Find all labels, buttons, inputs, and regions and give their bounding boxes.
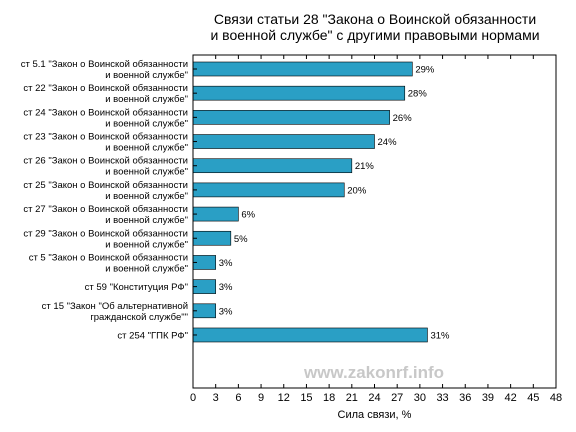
x-tick-label: 27 [391,392,403,404]
x-tick-label: 9 [258,392,264,404]
category-label: ст 29 "Закон о Воинской обязанности и вое… [23,228,188,250]
bar [192,85,406,101]
bar [192,327,428,343]
chart-title-line: Связи статьи 28 "Закона о Воинской обяза… [214,11,536,27]
bar-value-label: 5% [234,234,248,245]
bar-value-label: 3% [219,282,233,293]
bar-value-label: 6% [241,210,255,221]
bar-value-label: 3% [219,306,233,317]
category-label: ст 23 "Закон о Воинской обязанности и вое… [23,132,188,154]
bar [192,134,375,149]
watermark: www.zakonrf.info [303,363,444,382]
x-tick-label: 48 [550,392,562,404]
bar [192,158,353,174]
category-label: ст 5 "Закон о Воинской обязанности и воен… [29,252,188,274]
x-tick-label: 42 [505,392,517,404]
x-tick-label: 24 [368,392,380,404]
bar [192,61,413,77]
watermark-group: www.zakonrf.info [303,363,444,382]
bar-value-label: 21% [355,161,375,172]
bar-value-label: 3% [219,258,233,269]
category-label: ст 27 "Закон о Воинской обязанности и вое… [23,204,188,226]
category-label: ст 22 "Закон о Воинской обязанности и вое… [23,83,188,105]
x-tick-label: 39 [482,392,494,404]
category-label: ст 254 "ГПК РФ" [117,330,188,341]
x-tick-label: 33 [436,392,448,404]
category-label: ст 59 "Конституция РФ" [85,282,188,293]
x-axis: 0 3 6 9 12 15 18 21 24 27 30 33 36 39 42 45 48 [190,55,562,404]
chart-title-line: и военной службе" с другими правовыми но… [210,27,539,43]
category-label: ст 26 "Закон о Воинской обязанности и вое… [23,156,188,178]
x-axis-label: Сила связи, % [338,409,412,421]
bar [192,206,239,222]
x-tick-label: 30 [414,392,426,404]
x-tick-label: 15 [300,392,312,404]
x-tick-label: 12 [278,392,290,404]
x-tick-label: 6 [235,392,241,404]
bar [192,182,345,198]
bar-value-label: 24% [378,137,398,148]
chart-title: Связи статьи 28 "Закона о Воинской обяза… [210,11,539,43]
category-label: ст 25 "Закон о Воинской обязанности и вое… [23,180,188,202]
x-tick-label: 45 [527,392,539,404]
x-tick-label: 3 [213,392,219,404]
bar-value-label: 26% [393,113,413,124]
bars: 29% 28% 26% 24% 21% 20% 6% 5% 3% 3% 3% 31% [192,61,450,343]
category-labels: ст 5.1 "Закон о Воинской обязанности и во… [21,59,197,341]
bar [192,110,390,125]
x-tick-label: 0 [190,392,196,404]
category-label: ст 15 "Закон "Об альтернативной гражданск… [42,301,188,323]
bar-value-label: 31% [430,330,450,341]
bar-value-label: 29% [415,65,435,76]
category-label: ст 24 "Закон о Воинской обязанности и вое… [23,107,188,129]
bar [192,230,232,246]
bar-value-label: 20% [347,185,367,196]
bar-value-label: 28% [408,89,428,100]
x-tick-label: 21 [346,392,358,404]
category-label: ст 5.1 "Закон о Воинской обязанности и во… [21,59,188,81]
x-tick-label: 18 [323,392,335,404]
x-tick-label: 36 [459,392,471,404]
